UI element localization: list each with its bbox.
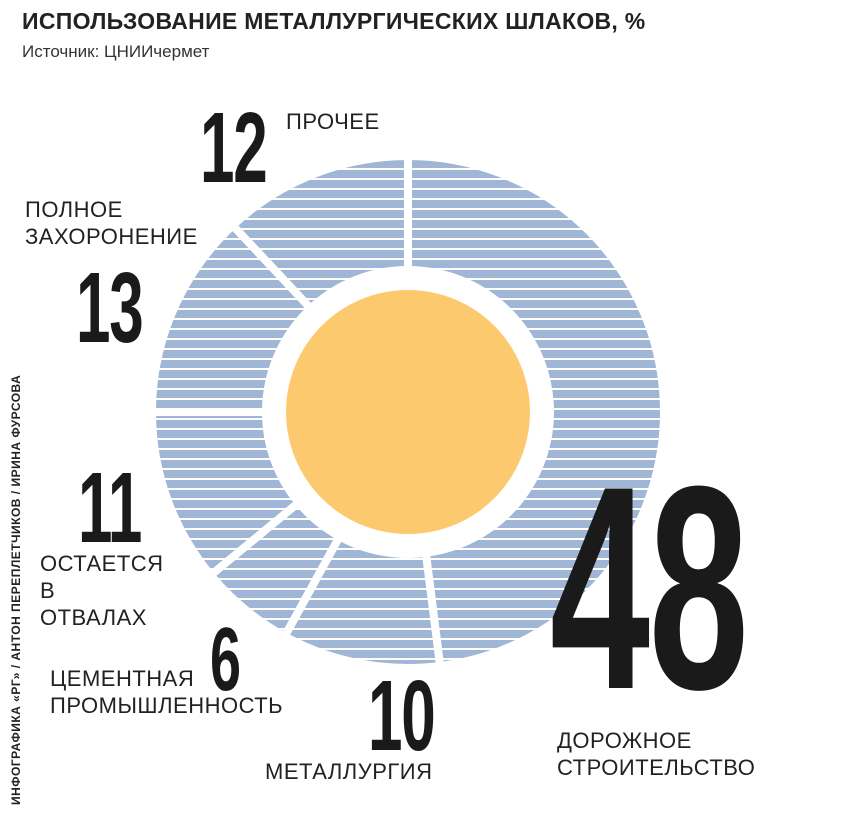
value-label: 13 [76,252,142,364]
category-label: МЕТАЛЛУРГИЯ [265,759,433,784]
category-label: ДОРОЖНОЕ СТРОИТЕЛЬСТВО [557,728,756,780]
value-label: 48 [550,427,748,750]
donut-segment [404,151,668,671]
category-label: ПРОЧЕЕ [286,109,380,134]
chart-subtitle: Источник: ЦНИИчермет [22,42,210,61]
category-label: ОСТАЕТСЯ В ОТВАЛАХ [40,551,164,630]
category-label: ПОЛНОЕ ЗАХОРОНЕНИЕ [25,197,198,249]
value-label: 12 [200,92,266,204]
credit: ИНФОГРАФИКА «РГ» / АНТОН ПЕРЕПЛЕТЧИКОВ /… [9,375,23,805]
donut-segment [227,151,412,315]
value-label: 6 [210,608,240,709]
center-circle [286,290,530,534]
chart-title: ИСПОЛЬЗОВАНИЕ МЕТАЛЛУРГИЧЕСКИХ ШЛАКОВ, % [22,8,646,34]
value-label: 11 [78,452,141,564]
category-label: ЦЕМЕНТНАЯ ПРОМЫШЛЕННОСТЬ [50,666,284,718]
value-label: 10 [368,660,434,772]
